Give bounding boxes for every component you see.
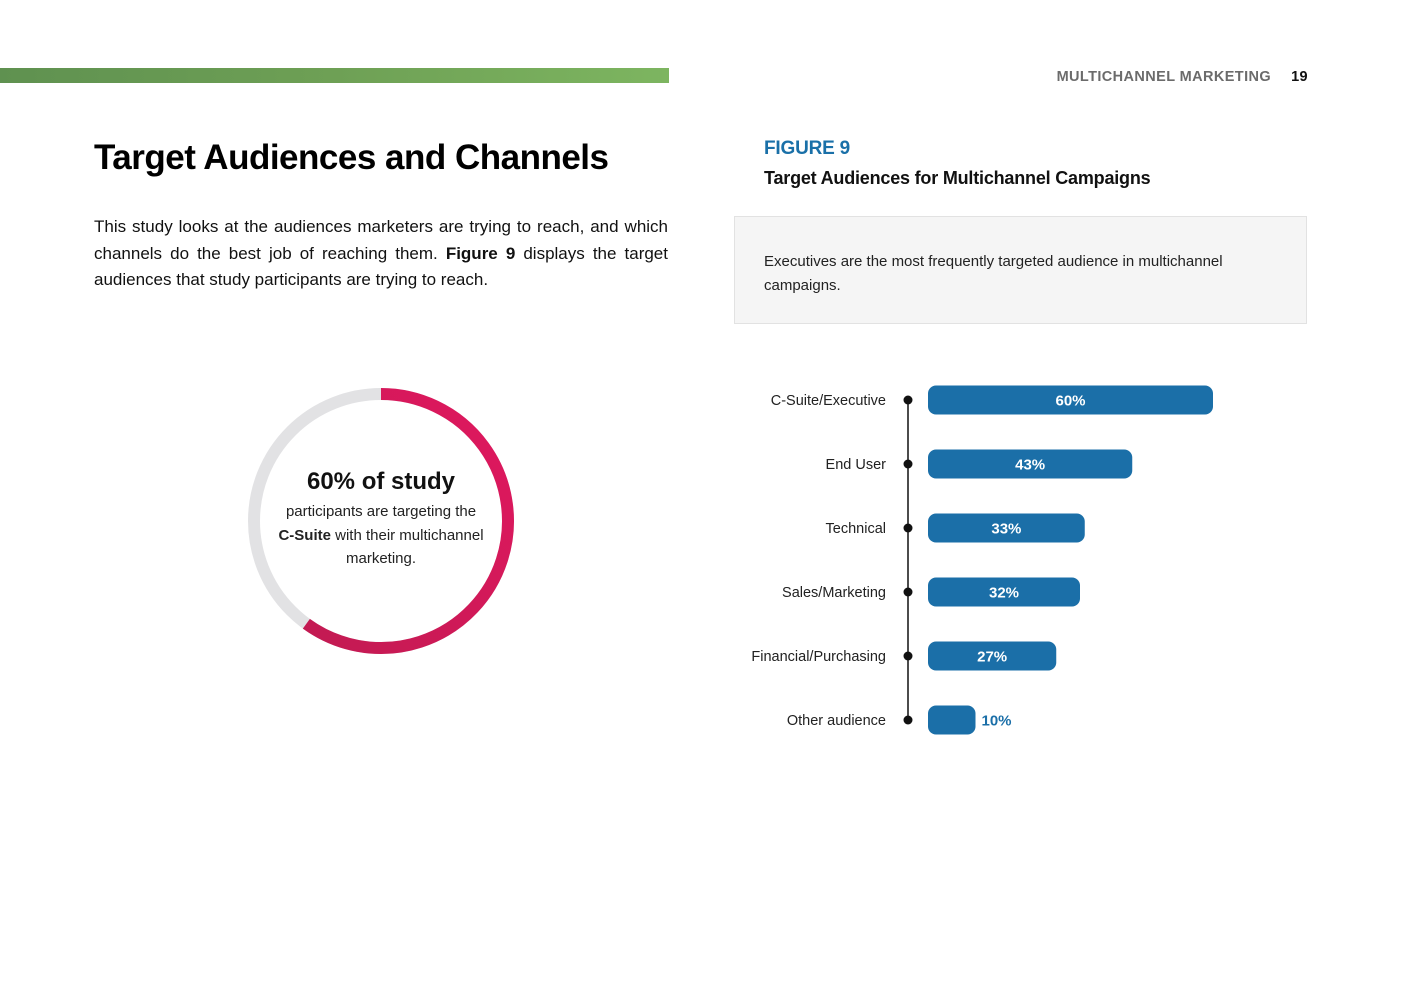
- axis-tick-dot: [903, 587, 913, 597]
- axis-tick-dot: [903, 459, 913, 469]
- bar-value-label: 32%: [989, 585, 1019, 602]
- donut-body-bold: C-Suite: [278, 526, 331, 544]
- section-title: MULTICHANNEL MARKETING: [1056, 69, 1272, 85]
- donut-chart: [248, 388, 514, 654]
- category-label: Sales/Marketing: [782, 585, 886, 601]
- intro-text-before: This study looks at the audiences market…: [94, 217, 668, 263]
- donut-headline: 60% of study: [306, 468, 456, 495]
- axis-tick-dot: [903, 651, 913, 661]
- category-label: C-Suite/Executive: [771, 393, 886, 409]
- bar: [928, 385, 1213, 415]
- donut-body-before: participants are targeting the: [285, 503, 477, 520]
- bar-value-label: 43%: [1015, 457, 1045, 474]
- page-title: Target Audiences and Channels: [94, 138, 609, 177]
- page-number: 19: [1291, 69, 1308, 85]
- running-header: MULTICHANNEL MARKETING 19: [1057, 67, 1308, 87]
- bar-value-label: 27%: [977, 649, 1007, 666]
- figure-label: FIGURE 9: [764, 138, 851, 159]
- bar: [928, 449, 1133, 479]
- bar: [928, 641, 1057, 671]
- figure-callout: Executives are the most frequently targe…: [734, 216, 1307, 324]
- callout-text: Executives are the most frequently targe…: [764, 253, 1223, 294]
- axis-tick-dot: [903, 395, 913, 405]
- bar-value-label: 33%: [991, 521, 1021, 538]
- category-label: Financial/Purchasing: [751, 649, 886, 665]
- donut-fill-arc: [302, 388, 514, 654]
- header-accent-bar: [0, 68, 669, 83]
- intro-text-after: displays the target audiences that study…: [94, 243, 668, 290]
- figure-reference: Figure 9: [445, 243, 516, 263]
- donut-body: participants are targeting the C-Suite w…: [276, 500, 486, 571]
- donut-stat: 60% of study participants are targeting …: [246, 386, 516, 656]
- bar: [928, 577, 1080, 607]
- donut-caption: 60% of study participants are targeting …: [276, 466, 486, 571]
- donut-body-after: with their multichannel marketing.: [330, 526, 484, 568]
- figure-title: Target Audiences for Multichannel Campai…: [764, 168, 1151, 188]
- bar: [928, 705, 976, 735]
- audience-bar-chart: C-Suite/Executive 60% End User 43% Technical…: [751, 385, 1213, 735]
- intro-paragraph: This study looks at the audiences market…: [94, 214, 668, 294]
- category-label: Technical: [826, 521, 886, 537]
- bar-value-label: 10%: [982, 713, 1012, 730]
- bar: [928, 513, 1085, 543]
- category-label: Other audience: [787, 713, 886, 729]
- bar-value-label: 60%: [1055, 393, 1085, 410]
- axis-tick-dot: [903, 523, 913, 533]
- category-label: End User: [826, 457, 887, 473]
- axis-tick-dot: [903, 715, 913, 725]
